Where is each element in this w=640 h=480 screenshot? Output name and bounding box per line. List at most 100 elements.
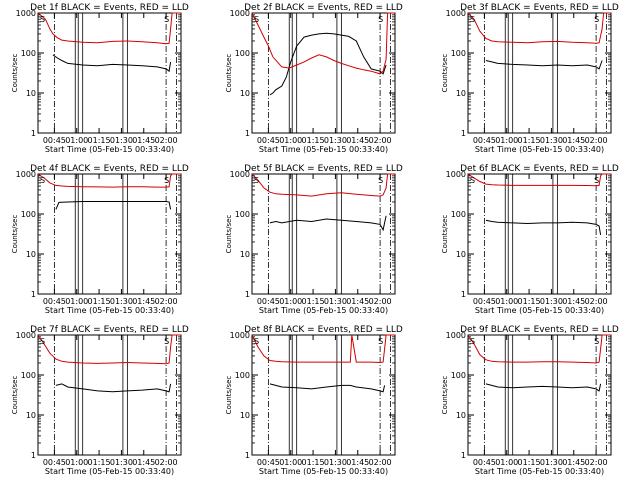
corner-label-right: S: [378, 176, 383, 185]
x-tick-label: 01:15: [518, 297, 541, 306]
y-tick-label: 10: [240, 250, 250, 259]
x-tick-label: 01:45: [132, 136, 155, 145]
x-tick-label: 01:15: [88, 297, 111, 306]
y-tick-label: 1000: [230, 170, 250, 179]
plot-frame: [251, 12, 396, 134]
panel-title: Det 8f BLACK = Events, RED = LLD: [244, 325, 403, 335]
x-tick-label: 01:00: [65, 136, 88, 145]
y-tick-label: 1: [31, 290, 36, 299]
lld-series-line: [37, 334, 181, 365]
lld-series-line: [467, 334, 611, 364]
x-tick-label: 02:00: [155, 458, 178, 467]
corner-label-right: S: [378, 337, 383, 346]
x-tick-label: 01:00: [495, 458, 518, 467]
corner-label-left: S: [254, 337, 259, 346]
x-tick-label: 01:00: [279, 458, 302, 467]
y-tick-label: 10: [456, 411, 466, 420]
corner-label-left: S: [254, 15, 259, 24]
corner-label-left: S: [470, 15, 475, 24]
y-tick-label: 1000: [16, 331, 36, 340]
y-tick-label: 100: [235, 371, 250, 380]
y-tick-label: 1000: [446, 9, 466, 18]
y-axis-label: Counts/sec: [441, 376, 449, 415]
x-tick-label: 02:00: [585, 458, 608, 467]
x-tick-label: 01:30: [324, 136, 347, 145]
lld-series-line: [37, 173, 181, 188]
y-tick-label: 1: [461, 290, 466, 299]
y-axis-label: Counts/sec: [11, 376, 19, 415]
y-tick-label: 10: [240, 411, 250, 420]
x-tick-label: 00:45: [257, 458, 280, 467]
x-tick-label: 01:45: [132, 458, 155, 467]
panel-title: Det 5f BLACK = Events, RED = LLD: [244, 164, 403, 174]
x-tick-label: 01:30: [540, 136, 563, 145]
x-tick-label: 01:00: [495, 297, 518, 306]
y-axis-label: Counts/sec: [225, 54, 233, 93]
y-tick-label: 100: [21, 210, 36, 219]
corner-label-left: S: [470, 176, 475, 185]
x-tick-label: 00:45: [473, 136, 496, 145]
y-tick-label: 1: [461, 129, 466, 138]
x-tick-label: 01:30: [110, 297, 133, 306]
y-tick-label: 1: [31, 451, 36, 460]
corner-label-left: S: [470, 337, 475, 346]
y-tick-label: 100: [235, 210, 250, 219]
y-tick-label: 10: [26, 411, 36, 420]
detector-panel-2: 1 10 100 1000 00:45 01:00 01:15 01:30 01:45 02:00…: [225, 3, 403, 154]
events-series-line: [269, 32, 387, 96]
y-tick-label: 1: [245, 290, 250, 299]
detector-panel-8: 1 10 100 1000 00:45 01:00 01:15 01:30 01:45 02:00…: [225, 325, 403, 476]
y-axis-label: Counts/sec: [11, 54, 19, 93]
panel-title: Det 2f BLACK = Events, RED = LLD: [244, 3, 403, 13]
y-axis-label: Counts/sec: [441, 215, 449, 254]
corner-label-right: S: [594, 15, 599, 24]
lld-series-line: [251, 12, 395, 75]
x-tick-label: 01:45: [562, 297, 585, 306]
y-tick-label: 100: [451, 371, 466, 380]
y-tick-label: 10: [456, 250, 466, 259]
y-tick-label: 1000: [230, 331, 250, 340]
x-axis-label: Start Time (05-Feb-15 00:33:40): [259, 145, 388, 154]
plot-frame: [37, 12, 182, 134]
x-tick-label: 01:45: [132, 297, 155, 306]
lld-series-line: [467, 12, 611, 44]
x-tick-label: 02:00: [369, 297, 392, 306]
x-axis-label: Start Time (05-Feb-15 00:33:40): [45, 306, 174, 315]
corner-label-left: S: [254, 176, 259, 185]
x-tick-label: 00:45: [43, 458, 66, 467]
y-tick-label: 1: [245, 451, 250, 460]
x-axis-label: Start Time (05-Feb-15 00:33:40): [475, 467, 604, 476]
lld-series-line: [251, 173, 395, 197]
corner-label-right: S: [164, 15, 169, 24]
y-tick-label: 100: [451, 210, 466, 219]
panel-title: Det 6f BLACK = Events, RED = LLD: [460, 164, 619, 174]
plot-frame: [37, 173, 182, 295]
detector-panel-6: 1 10 100 1000 00:45 01:00 01:15 01:30 01:45 02:00…: [441, 164, 619, 315]
corner-label-right: S: [594, 337, 599, 346]
detector-panel-5: 1 10 100 1000 00:45 01:00 01:15 01:30 01:45 02:00…: [225, 164, 403, 315]
x-tick-label: 01:45: [346, 297, 369, 306]
corner-label-right: S: [164, 337, 169, 346]
y-tick-label: 1: [245, 129, 250, 138]
lld-series-line: [467, 173, 611, 187]
y-tick-label: 1000: [446, 331, 466, 340]
x-tick-label: 00:45: [257, 297, 280, 306]
plot-frame: [37, 334, 182, 456]
plot-frame: [251, 173, 396, 295]
detector-panel-3: 1 10 100 1000 00:45 01:00 01:15 01:30 01:45 02:00…: [441, 3, 619, 154]
plot-frame: [467, 173, 612, 295]
y-tick-label: 1000: [16, 170, 36, 179]
y-tick-label: 10: [26, 250, 36, 259]
panel-title: Det 3f BLACK = Events, RED = LLD: [460, 3, 619, 13]
corner-label-left: S: [40, 176, 45, 185]
x-tick-label: 02:00: [585, 297, 608, 306]
x-axis-label: Start Time (05-Feb-15 00:33:40): [45, 467, 174, 476]
x-tick-label: 00:45: [473, 297, 496, 306]
y-tick-label: 10: [240, 89, 250, 98]
plot-frame: [251, 334, 396, 456]
corner-label-right: S: [164, 176, 169, 185]
y-tick-label: 1: [461, 451, 466, 460]
detector-panel-7: 1 10 100 1000 00:45 01:00 01:15 01:30 01:45 02:00…: [11, 325, 189, 476]
corner-label-right: S: [378, 15, 383, 24]
y-tick-label: 100: [21, 49, 36, 58]
